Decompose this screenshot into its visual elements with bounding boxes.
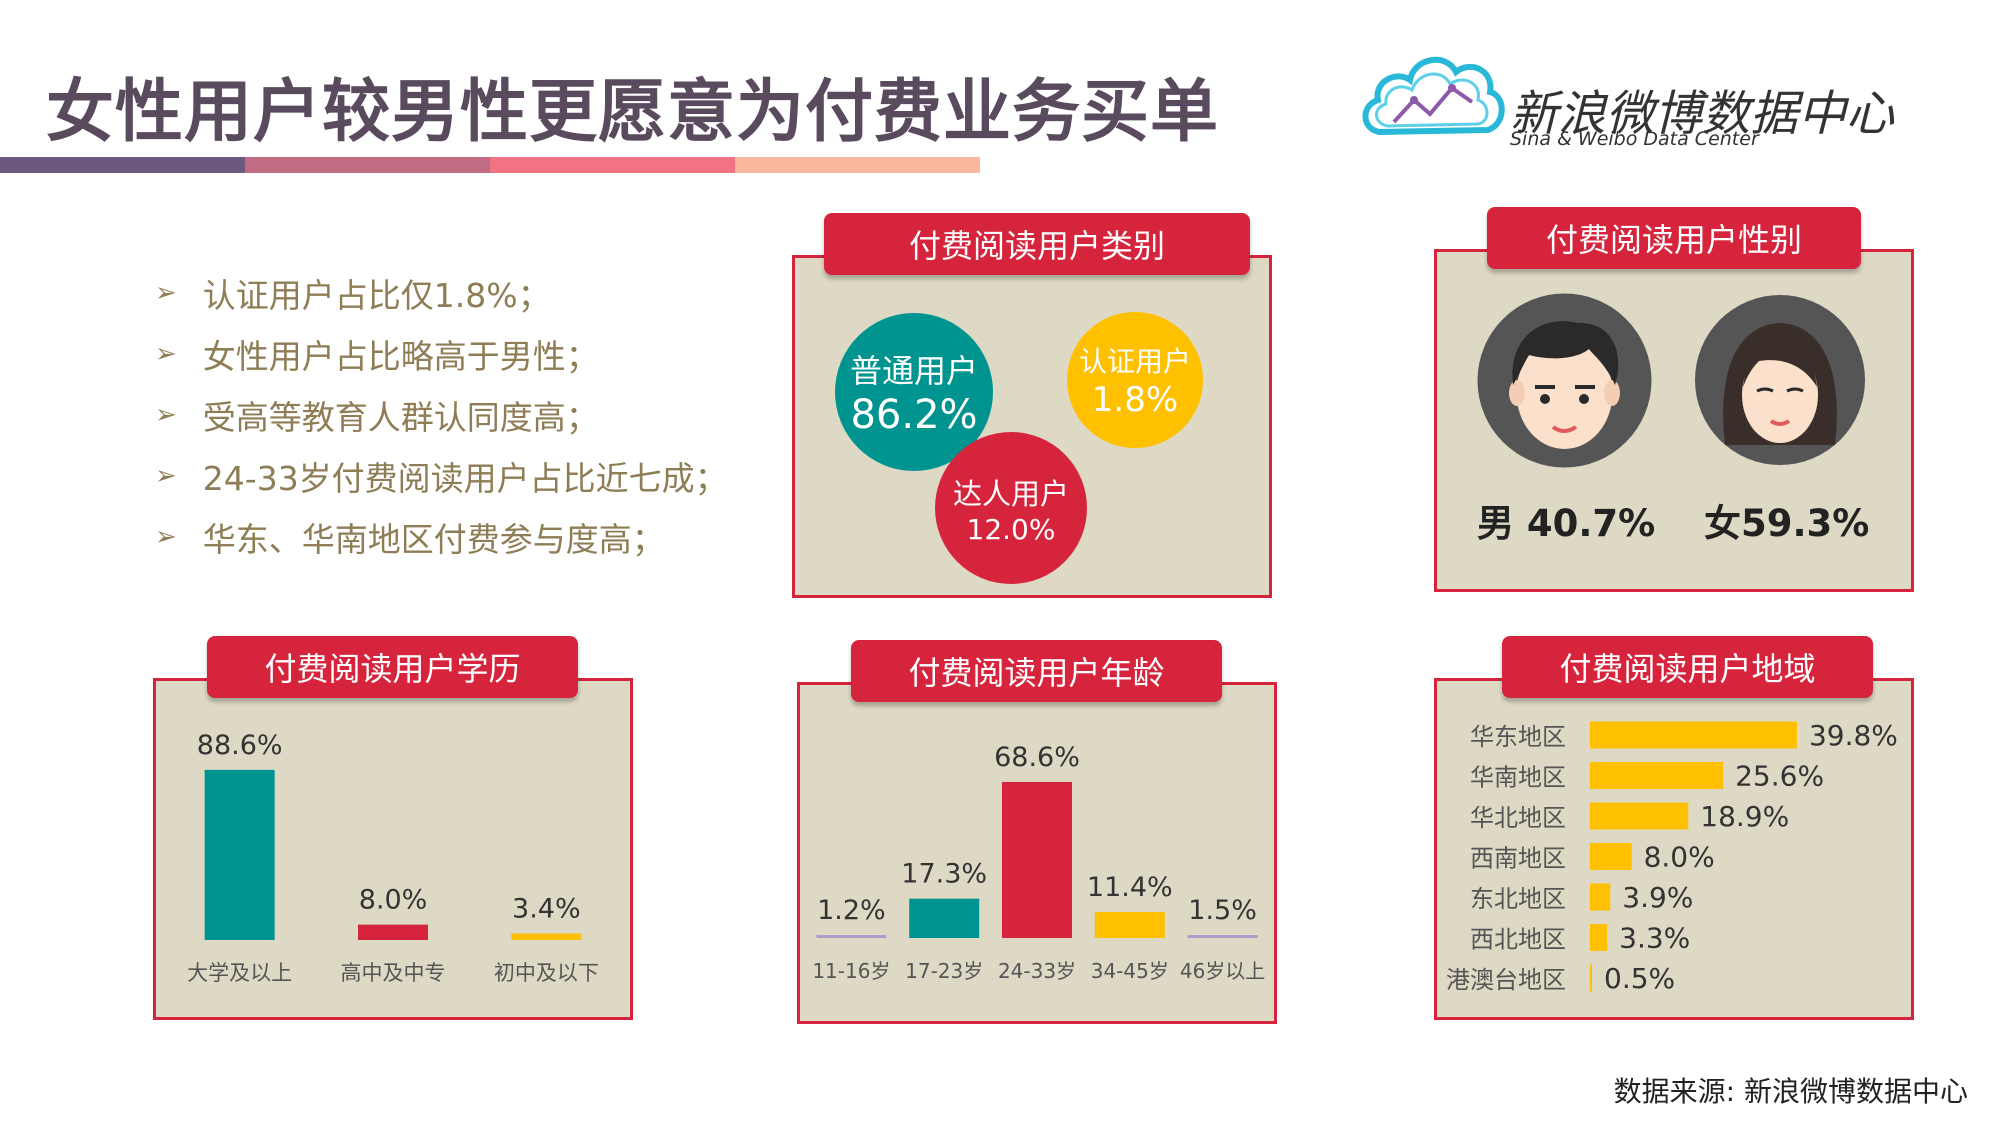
title-underline-1 (0, 157, 245, 173)
data-label: 25.6% (1735, 760, 1824, 793)
arrow-bullet-icon: ➢ (155, 521, 177, 552)
bar (1094, 912, 1165, 938)
category-label: 46岁以上 (1180, 959, 1265, 983)
bubble-value: 1.8% (1091, 380, 1179, 420)
title-underline-2 (245, 157, 490, 173)
category-label: 17-23岁 (905, 959, 983, 983)
data-label: 18.9% (1700, 800, 1789, 833)
data-label: 17.3% (901, 859, 987, 890)
bar (358, 924, 428, 940)
data-label: 1.5% (1188, 895, 1257, 926)
male-share-label: 男 40.7% (1477, 502, 1656, 545)
category-label: 华东地区 (1470, 723, 1566, 751)
bar (1590, 964, 1592, 992)
bar (816, 935, 887, 938)
female-avatar-icon (1695, 295, 1865, 465)
region-tab: 付费阅读用户地域 (1502, 636, 1873, 698)
data-source: 数据来源: 新浪微博数据中心 (1613, 1075, 1968, 1108)
category-label: 港澳台地区 (1446, 966, 1566, 994)
finding-item: ➢ 女性用户占比略高于男性； (155, 336, 599, 376)
bar (1002, 781, 1072, 938)
finding-item: ➢ 受高等教育人群认同度高； (155, 397, 599, 437)
data-label: 1.2% (817, 895, 886, 926)
gender-tab: 付费阅读用户性别 (1487, 207, 1861, 269)
region-bar-chart: 华东地区 39.8% 华南地区 25.6% 华北地区 18.9% 西南地区 8.0% 东北地区 3… (1446, 719, 1898, 995)
key-findings-list: ➢ 认证用户占比仅1.8%； ➢ 女性用户占比略高于男性； ➢ 受高等教育人群认同度高… (155, 262, 728, 567)
data-label: 0.5% (1604, 962, 1675, 995)
age-tab: 付费阅读用户年龄 (851, 640, 1222, 702)
data-label: 3.9% (1622, 881, 1693, 914)
bubble-value: 86.2% (850, 392, 978, 438)
logo-name-cn: 新浪微博数据中心 (1510, 86, 1895, 142)
bubble-verified-user: 认证用户 1.8% (1067, 312, 1203, 448)
finding-item: ➢ 24-33岁付费阅读用户占比近七成； (155, 458, 728, 498)
data-label: 68.6% (994, 742, 1080, 773)
arrow-bullet-icon: ➢ (155, 338, 177, 369)
education-tab: 付费阅读用户学历 (207, 636, 578, 698)
bubble-value: 12.0% (966, 512, 1056, 546)
bar (204, 769, 275, 940)
category-label: 西南地区 (1470, 845, 1566, 873)
bar (1590, 802, 1689, 830)
category-tab: 付费阅读用户类别 (824, 213, 1250, 275)
category-label: 11-16岁 (812, 959, 890, 983)
bubble-label: 达人用户 (952, 476, 1069, 511)
education-bar-chart: 88.6% 大学及以上 8.0% 高中及中专 3.4% 初中及以下 (187, 730, 599, 985)
age-bar-chart: 1.2% 11-16岁 17.3% 17-23岁 68.6% 24-33岁 11.4% 34-… (812, 742, 1265, 983)
category-label: 初中及以下 (494, 961, 599, 985)
bar (1590, 924, 1608, 951)
data-label: 39.8% (1809, 719, 1898, 752)
bar (1590, 721, 1797, 749)
cloud-logo-icon (1362, 56, 1505, 136)
title-underline-4 (735, 157, 980, 173)
data-label: 3.3% (1619, 922, 1690, 955)
category-label: 东北地区 (1470, 885, 1566, 913)
arrow-bullet-icon: ➢ (155, 460, 177, 491)
bubble-label: 认证用户 (1078, 345, 1191, 378)
data-label: 3.4% (512, 893, 581, 924)
data-label: 8.0% (1644, 841, 1715, 874)
bar (1590, 843, 1632, 870)
arrow-bullet-icon: ➢ (155, 277, 177, 308)
category-label: 大学及以上 (187, 961, 292, 985)
logo-name-en: Sina & Weibo Data Center (1510, 128, 1759, 150)
category-label: 西北地区 (1470, 926, 1566, 954)
sina-weibo-logo: 新浪微博数据中心 Sina & Weibo Data Center (1360, 44, 1980, 154)
bubble-label: 普通用户 (849, 352, 978, 390)
bar (1590, 883, 1611, 911)
female-share-label: 女59.3% (1704, 502, 1870, 545)
bar (1187, 935, 1258, 938)
arrow-bullet-icon: ➢ (155, 399, 177, 430)
bar (511, 933, 582, 940)
data-label: 11.4% (1087, 872, 1173, 903)
category-label: 华北地区 (1470, 804, 1566, 832)
category-label: 高中及中专 (341, 961, 446, 985)
bar (1590, 762, 1724, 789)
bubble-expert-user: 达人用户 12.0% (935, 432, 1087, 584)
data-label: 8.0% (359, 885, 428, 916)
male-avatar-icon (1477, 293, 1652, 468)
category-label: 34-45岁 (1091, 959, 1169, 983)
data-label: 88.6% (197, 730, 283, 761)
finding-item: ➢ 华东、华南地区付费参与度高； (155, 519, 665, 559)
bar (909, 898, 980, 938)
title-underline-3 (490, 157, 735, 173)
category-label: 24-33岁 (998, 959, 1076, 983)
page-title: 女性用户较男性更愿意为付费业务买单 (46, 73, 1220, 152)
finding-item: ➢ 认证用户占比仅1.8%； (155, 275, 551, 315)
category-label: 华南地区 (1470, 764, 1566, 792)
